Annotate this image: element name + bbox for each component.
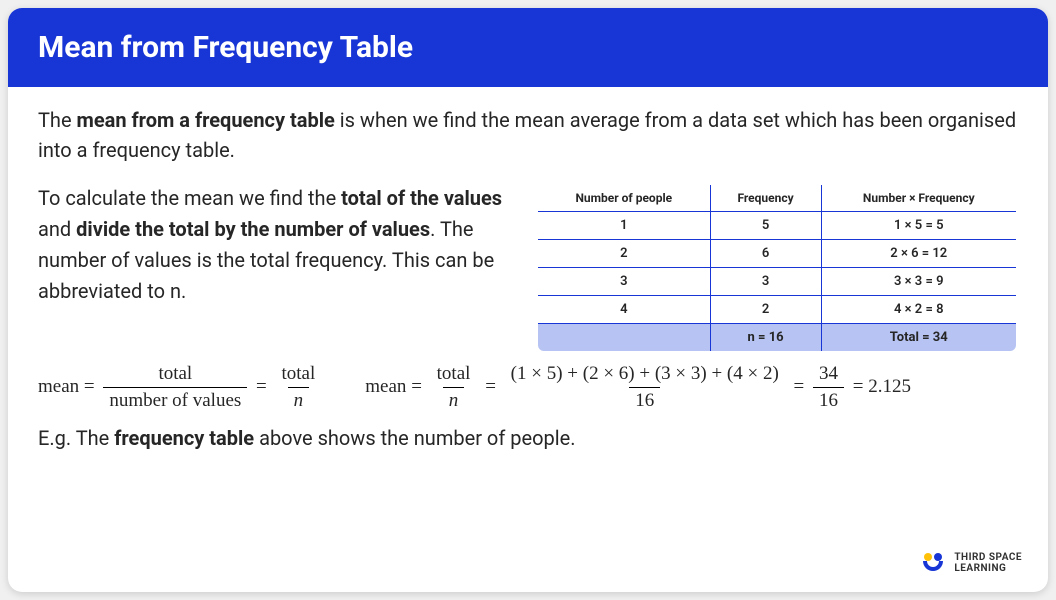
fraction: 3416 — [813, 363, 844, 412]
eq-icon: = — [84, 376, 95, 397]
desc-p2: and — [38, 217, 76, 241]
eq-icon: = — [485, 376, 496, 397]
th-frequency: Frequency — [710, 184, 821, 212]
th-people: Number of people — [537, 184, 710, 212]
intro-bold: mean from a frequency table — [77, 108, 335, 132]
brand-logo: THIRD SPACE LEARNING — [920, 552, 1022, 574]
eq-icon: = — [411, 376, 422, 397]
formula-row: mean = totalnumber of values = totaln me… — [38, 363, 1018, 412]
table-header-row: Number of people Frequency Number × Freq… — [537, 184, 1017, 212]
fraction: (1 × 5) + (2 × 6) + (3 × 3) + (4 × 2)16 — [505, 363, 785, 412]
eg-bold: frequency table — [114, 426, 254, 450]
f2-lhs: mean — [365, 376, 406, 397]
formula-worked: mean = totaln = (1 × 5) + (2 × 6) + (3 ×… — [365, 363, 911, 412]
desc-p1: To calculate the mean we find the — [38, 186, 341, 210]
frequency-table-wrap: Number of people Frequency Number × Freq… — [536, 183, 1018, 353]
table-row: 151 × 5 = 5 — [537, 212, 1017, 240]
logo-text: THIRD SPACE LEARNING — [954, 552, 1022, 574]
card-content: The mean from a frequency table is when … — [8, 87, 1048, 460]
f1-lhs: mean — [38, 376, 79, 397]
card-header: Mean from Frequency Table — [8, 8, 1048, 87]
example-text: E.g. The frequency table above shows the… — [38, 426, 1018, 450]
logo-line1: THIRD SPACE — [954, 552, 1022, 563]
th-product: Number × Frequency — [821, 184, 1017, 212]
intro-pre: The — [38, 108, 77, 132]
table-totals-row: n = 16Total = 34 — [537, 324, 1017, 353]
table-row: 262 × 6 = 12 — [537, 240, 1017, 268]
eq-icon: = — [853, 376, 864, 397]
table-row: 333 × 3 = 9 — [537, 268, 1017, 296]
logo-arc — [923, 561, 943, 571]
desc-row: To calculate the mean we find the total … — [38, 183, 1018, 353]
f2-result: 2.125 — [868, 376, 911, 397]
logo-dot-blue — [934, 553, 942, 561]
logo-dot-yellow — [924, 553, 932, 561]
fraction: totaln — [431, 363, 477, 412]
eq-icon: = — [794, 376, 805, 397]
table-row: 424 × 2 = 8 — [537, 296, 1017, 324]
page-title: Mean from Frequency Table — [38, 30, 1018, 65]
lesson-card: Mean from Frequency Table The mean from … — [8, 8, 1048, 592]
desc-b2: divide the total by the number of values — [76, 217, 430, 241]
fraction: totaln — [276, 363, 322, 412]
logo-icon — [920, 553, 946, 573]
table-body: 151 × 5 = 5 262 × 6 = 12 333 × 3 = 9 424… — [537, 212, 1017, 353]
desc-b1: total of the values — [341, 186, 502, 210]
intro-text: The mean from a frequency table is when … — [38, 105, 1018, 165]
desc-text: To calculate the mean we find the total … — [38, 183, 512, 353]
logo-line2: LEARNING — [954, 563, 1022, 574]
formula-general: mean = totalnumber of values = totaln — [38, 363, 325, 412]
eg-pre: E.g. The — [38, 426, 114, 450]
frequency-table: Number of people Frequency Number × Freq… — [536, 183, 1018, 353]
eg-post: above shows the number of people. — [254, 426, 575, 450]
fraction: totalnumber of values — [103, 363, 247, 412]
eq-icon: = — [256, 376, 267, 397]
